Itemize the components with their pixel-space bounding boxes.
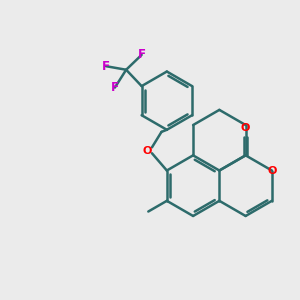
Text: O: O bbox=[268, 166, 277, 176]
Text: F: F bbox=[111, 81, 119, 94]
Text: F: F bbox=[102, 60, 110, 73]
Text: F: F bbox=[138, 48, 146, 62]
Text: O: O bbox=[143, 146, 152, 156]
Text: O: O bbox=[241, 123, 250, 133]
